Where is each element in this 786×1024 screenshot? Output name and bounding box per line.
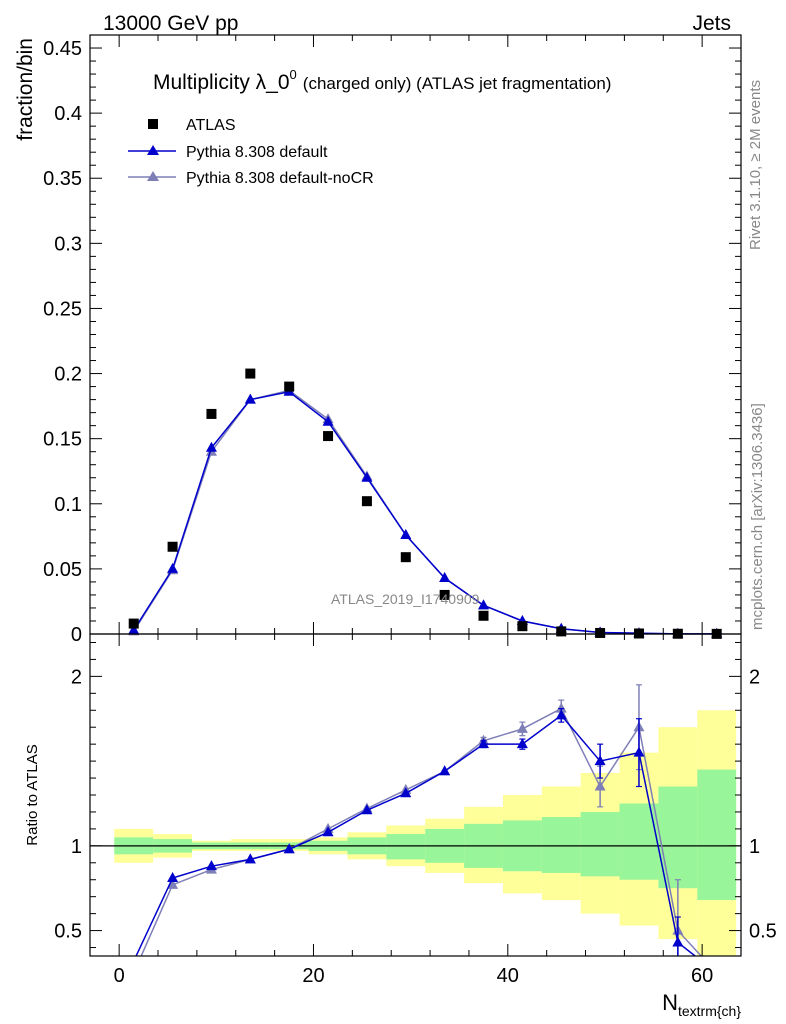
data-point	[284, 381, 295, 392]
ratio-series-line	[135, 714, 697, 956]
data-point	[517, 621, 528, 632]
data-point	[361, 496, 372, 507]
uncertainty-band-inner	[580, 811, 620, 877]
energy-label: 13000 GeV pp	[103, 12, 238, 35]
legend-label-atlas: ATLAS	[186, 117, 236, 134]
series-marker	[400, 529, 412, 540]
series-marker	[361, 471, 373, 482]
ratio-panel: 0.5 0.5 1 1 2 2 0 20 40 60 Ratio to ATLAS Ntextr…	[24, 633, 777, 1019]
ratio-series-marker	[167, 878, 179, 889]
data-point	[206, 408, 217, 419]
ratio-plot-area	[90, 684, 741, 956]
series-marker	[478, 599, 490, 610]
ratio-series-marker	[516, 738, 528, 749]
ratio-y-tick-label: 0.5	[54, 921, 82, 943]
analysis-watermark: ATLAS_2019_I1740909	[331, 591, 480, 607]
uncertainty-band-inner	[619, 803, 659, 880]
y-tick-label: 0.2	[54, 364, 82, 386]
series-marker	[439, 572, 451, 583]
x-tick-labels: 0 20 40 60	[114, 965, 714, 987]
ratio-series-marker	[167, 872, 179, 883]
ratio-series-marker	[205, 860, 217, 871]
y-tick-label: 0.1	[54, 494, 82, 516]
y-tick-label: 0.25	[43, 298, 82, 320]
jets-label: Jets	[692, 12, 731, 35]
main-axis-ticks	[90, 35, 742, 635]
y-tick-label: 0.45	[43, 38, 82, 60]
uncertainty-band-inner	[386, 833, 426, 860]
mcplots-label: mcplots.cern.ch [arXiv:1306.3436]	[749, 403, 766, 630]
x-tick-label: 60	[691, 965, 713, 987]
ratio-clip-group	[90, 684, 741, 956]
chart-title: Multiplicity λ_00 (charged only) (ATLAS j…	[153, 67, 611, 94]
ratio-series-marker	[478, 738, 490, 749]
ratio-series-marker	[400, 787, 412, 798]
ratio-series-marker	[594, 755, 606, 766]
series-marker	[167, 562, 179, 573]
ratio-series-marker	[516, 722, 528, 733]
data-point	[478, 610, 489, 621]
series-marker	[322, 415, 334, 426]
x-axis-label: Ntextrm{ch}	[662, 990, 741, 1019]
y-axis-label: fraction/bin	[14, 38, 37, 141]
ratio-series-marker	[555, 702, 567, 713]
ratio-series-marker	[594, 780, 606, 791]
legend-label-default: Pythia 8.308 default	[186, 144, 328, 161]
y-tick-label: 0	[71, 624, 82, 646]
legend-marker-default	[147, 145, 159, 155]
legend: ATLAS Pythia 8.308 default Pythia 8.308 …	[128, 117, 374, 187]
series-line	[133, 390, 717, 635]
main-panel: 0 0.05 0.1 0.15 0.2 0.25 0.3 0.35 0.4 0.45 fracti…	[14, 34, 742, 646]
y-tick-label: 0.35	[43, 168, 82, 190]
series-marker	[128, 624, 140, 635]
data-point	[556, 626, 567, 637]
ratio-series-marker	[244, 853, 256, 864]
x-tick-label: 40	[497, 965, 519, 987]
ratio-y-tick-label: 1	[71, 836, 82, 858]
legend-marker-atlas	[148, 119, 158, 129]
ratio-y-axis-label: Ratio to ATLAS	[24, 744, 41, 845]
ratio-y-tick-label-right: 0.5	[749, 921, 777, 943]
x-tick-label: 0	[114, 965, 125, 987]
ratio-series-marker	[322, 826, 334, 837]
ratio-y-tick-label-right: 1	[749, 836, 760, 858]
uncertainty-band-inner	[697, 769, 737, 901]
ratio-y-tick-label-right: 2	[749, 666, 760, 688]
data-point	[167, 541, 178, 552]
series-marker	[205, 441, 217, 452]
ratio-series-marker	[672, 936, 684, 947]
ratio-series-marker	[361, 804, 373, 815]
uncertainty-band-inner	[658, 786, 698, 889]
legend-marker-nocr	[147, 171, 159, 181]
data-point	[595, 627, 606, 638]
data-point	[128, 618, 139, 629]
uncertainty-band-inner	[541, 817, 581, 873]
data-point	[400, 552, 411, 563]
rivet-version-label: Rivet 3.1.10, ≥ 2M events	[747, 80, 764, 250]
y-tick-label: 0.05	[43, 559, 82, 581]
ratio-series-marker	[633, 746, 645, 757]
y-tick-label: 0.3	[54, 233, 82, 255]
x-tick-label: 20	[302, 965, 324, 987]
series-marker	[244, 393, 256, 404]
data-point	[439, 589, 450, 600]
legend-label-nocr: Pythia 8.308 default-noCR	[186, 170, 374, 187]
ratio-y-tick-labels: 0.5 0.5 1 1 2 2	[54, 666, 777, 942]
main-y-tick-labels: 0 0.05 0.1 0.15 0.2 0.25 0.3 0.35 0.4 0.45	[43, 38, 82, 646]
ratio-y-tick-label: 2	[71, 666, 82, 688]
ratio-series-marker	[555, 709, 567, 720]
y-tick-label: 0.15	[43, 429, 82, 451]
ratio-series-marker	[439, 765, 451, 776]
data-point	[245, 368, 256, 379]
y-tick-label: 0.4	[54, 103, 82, 125]
ratio-series-marker	[283, 843, 295, 854]
ratio-axis-ticks	[90, 634, 742, 956]
data-point	[323, 431, 334, 442]
